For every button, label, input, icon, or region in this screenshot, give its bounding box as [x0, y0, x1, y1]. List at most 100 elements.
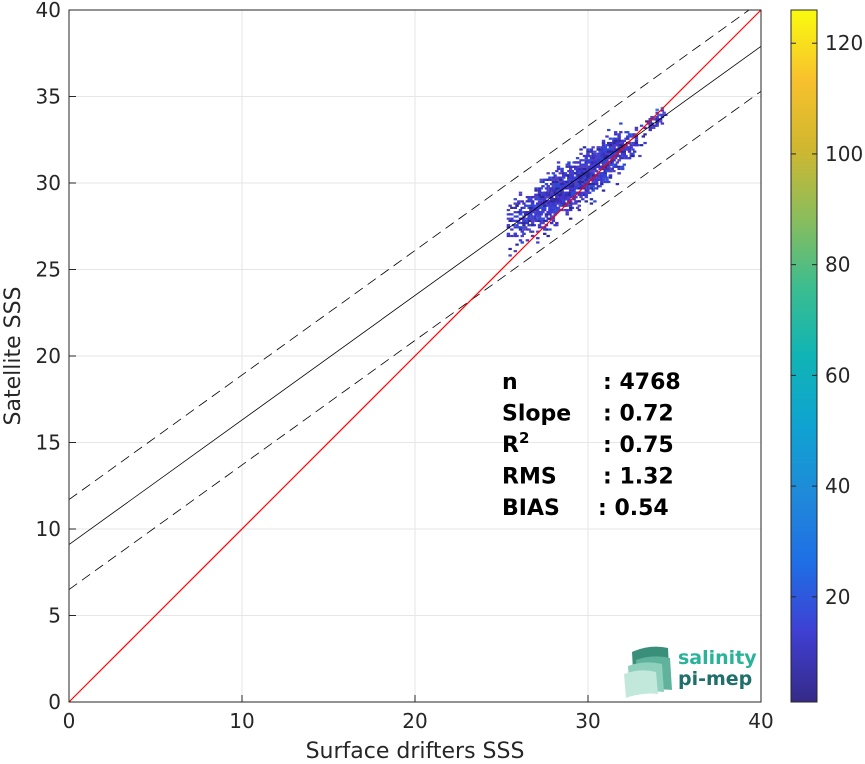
density-cell	[608, 152, 613, 155]
density-cell	[506, 226, 511, 229]
density-cell	[655, 111, 659, 114]
density-cell	[548, 178, 552, 181]
density-cell	[603, 180, 607, 184]
density-cell	[548, 213, 552, 216]
density-cell	[508, 254, 512, 257]
density-cell	[608, 150, 613, 153]
density-cell	[594, 170, 599, 173]
density-cell	[556, 187, 561, 190]
density-cell	[530, 230, 535, 233]
density-cell	[565, 198, 569, 201]
density-cell	[601, 159, 606, 162]
density-cell	[539, 226, 543, 229]
density-cell	[553, 183, 557, 186]
density-cell	[615, 144, 620, 147]
density-cell	[607, 157, 611, 160]
density-cell	[634, 141, 639, 145]
density-cell	[600, 180, 604, 184]
density-cell	[629, 152, 633, 155]
density-cell	[581, 170, 585, 173]
density-cell	[662, 111, 666, 114]
density-cell	[579, 185, 583, 188]
density-cell	[568, 189, 573, 192]
density-cell	[551, 204, 556, 207]
density-cell	[537, 206, 542, 209]
y-tick-label: 25	[36, 258, 61, 282]
density-cell	[648, 126, 652, 129]
density-cell	[558, 198, 562, 201]
density-cell	[584, 189, 588, 192]
stat-value: : 1.32	[603, 465, 674, 490]
density-cell	[631, 133, 635, 136]
density-cell	[536, 241, 540, 244]
density-cell	[627, 150, 632, 153]
density-cell	[551, 206, 556, 209]
density-cell	[544, 191, 549, 194]
density-cell	[567, 185, 571, 188]
density-cell	[551, 187, 556, 190]
density-cell	[529, 230, 533, 233]
density-cell	[613, 157, 618, 160]
density-cell	[601, 167, 606, 171]
density-cell	[575, 157, 580, 160]
density-cell	[525, 217, 530, 220]
density-cell	[605, 165, 609, 168]
density-cell	[579, 148, 583, 151]
density-cell	[584, 163, 588, 166]
density-cell	[553, 200, 557, 203]
density-cell	[553, 204, 557, 207]
density-cell	[565, 183, 569, 186]
density-cell	[555, 211, 559, 214]
density-cell	[617, 135, 621, 138]
density-cell	[518, 228, 523, 231]
density-cell	[598, 157, 602, 160]
density-cell	[546, 234, 550, 238]
density-cell	[627, 146, 632, 149]
density-cell	[603, 167, 607, 171]
density-cell	[593, 152, 597, 155]
density-cell	[589, 170, 594, 173]
density-cell	[534, 217, 538, 220]
wave-icon	[624, 646, 672, 698]
y-tick-label: 35	[36, 85, 61, 109]
density-cell	[518, 239, 523, 242]
density-cell	[605, 159, 609, 162]
density-cell	[544, 187, 549, 190]
density-cell	[577, 191, 582, 194]
density-cell	[584, 157, 588, 160]
density-cell	[598, 165, 602, 168]
density-cell	[577, 208, 582, 212]
density-cell	[556, 200, 561, 203]
stat-value: : 0.54	[598, 496, 669, 521]
y-axis-label: Satellite SSS	[1, 287, 26, 426]
density-cell	[568, 206, 573, 209]
density-cell	[572, 183, 576, 186]
density-cell	[655, 124, 659, 127]
y-tick-label: 5	[48, 604, 61, 628]
density-cell	[629, 135, 633, 138]
density-cell	[567, 174, 571, 177]
density-cell	[562, 180, 566, 184]
density-cell	[658, 120, 663, 123]
density-cell	[555, 170, 559, 173]
density-cell	[582, 170, 587, 173]
density-cell	[594, 174, 599, 177]
density-cell	[546, 204, 550, 207]
density-cell	[541, 193, 545, 197]
density-cell	[544, 213, 549, 216]
density-cell	[615, 161, 620, 164]
density-cell	[541, 195, 545, 199]
density-cell	[598, 159, 602, 162]
density-cell	[631, 148, 635, 151]
density-cell	[612, 157, 616, 160]
density-cell	[529, 219, 533, 222]
density-cell	[539, 195, 543, 199]
density-cell	[551, 219, 556, 222]
density-cell	[620, 157, 625, 160]
density-cell	[613, 131, 618, 134]
density-cell	[536, 198, 540, 201]
density-cell	[582, 176, 587, 179]
density-cell	[603, 172, 607, 175]
density-cell	[556, 161, 561, 164]
density-cell	[553, 202, 557, 205]
